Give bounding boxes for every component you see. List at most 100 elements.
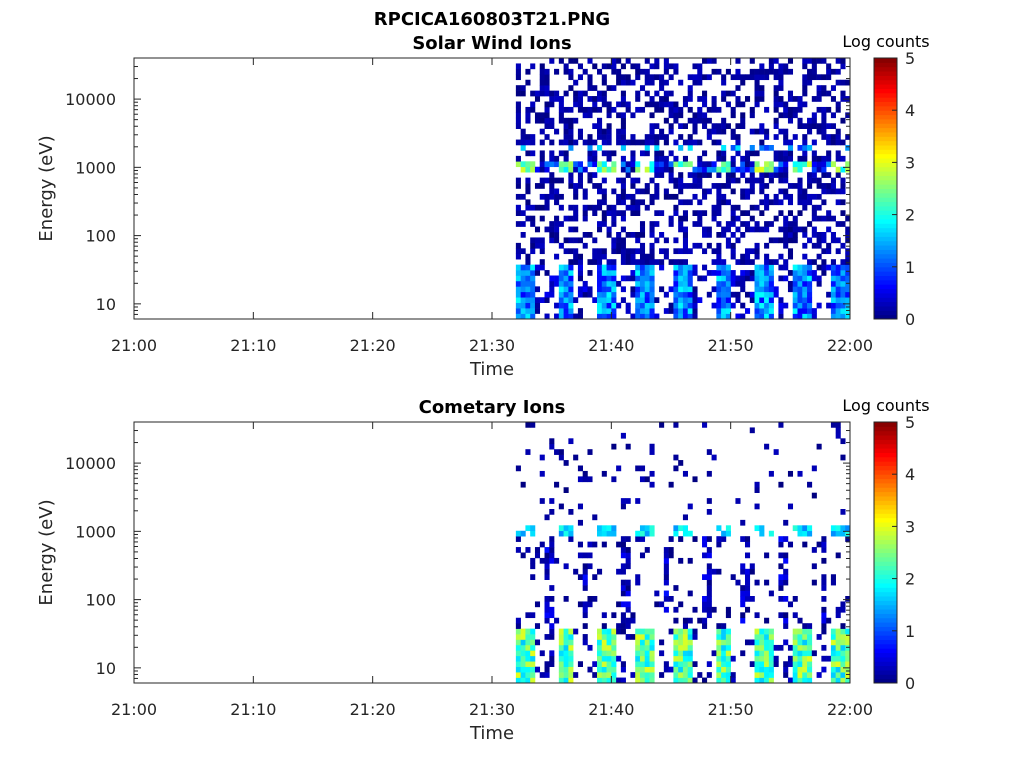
- spectrogram-cell: [539, 672, 545, 678]
- colorbar-segment: [874, 279, 897, 285]
- spectrogram-cell: [816, 90, 822, 97]
- spectrogram-cell: [673, 193, 679, 200]
- colorbar-segment: [874, 526, 897, 532]
- spectrogram-cell: [754, 166, 760, 173]
- spectrogram-cell: [778, 574, 784, 580]
- spectrogram-cell: [649, 286, 655, 293]
- y-tick-label: 10: [96, 295, 116, 314]
- spectrogram-cell: [620, 117, 626, 124]
- spectrogram-cell: [530, 275, 536, 282]
- spectrogram-cell: [630, 79, 636, 86]
- spectrogram-cell: [520, 221, 526, 227]
- spectrogram-cell: [635, 68, 641, 75]
- spectrogram-cell: [530, 264, 536, 271]
- spectrogram-cell: [721, 199, 727, 206]
- spectrogram-cell: [845, 308, 851, 314]
- spectrogram-cell: [563, 525, 569, 532]
- spectrogram-cell: [644, 166, 650, 173]
- spectrogram-cell: [534, 623, 541, 629]
- spectrogram-cell: [807, 117, 813, 124]
- spectrogram-cell: [692, 139, 698, 146]
- spectrogram-cell: [659, 650, 665, 657]
- spectrogram-cell: [802, 226, 808, 233]
- spectrogram-cell: [778, 422, 784, 428]
- spectrogram-cell: [702, 150, 708, 157]
- spectrogram-cell: [601, 215, 607, 222]
- spectrogram-cell: [711, 215, 717, 222]
- spectrogram-cell: [558, 106, 564, 113]
- spectrogram-cell: [577, 541, 583, 548]
- spectrogram-cell: [783, 639, 789, 646]
- spectrogram-cell: [697, 106, 703, 113]
- spectrogram-cell: [577, 286, 583, 293]
- spectrogram-cell: [840, 666, 846, 673]
- spectrogram-cell: [534, 112, 541, 119]
- spectrogram-cell: [678, 123, 684, 129]
- spectrogram-cell: [597, 530, 603, 537]
- spectrogram-cell: [644, 677, 650, 684]
- spectrogram-cell: [673, 634, 679, 640]
- spectrogram-cell: [783, 596, 789, 602]
- spectrogram-cell: [530, 161, 536, 168]
- colorbar-segment: [874, 435, 897, 440]
- spectrogram-cell: [663, 563, 669, 570]
- spectrogram-cell: [620, 199, 626, 206]
- spectrogram-cell: [549, 183, 555, 189]
- spectrogram-cell: [649, 525, 655, 532]
- spectrogram-cell: [592, 63, 598, 70]
- spectrogram-cell: [830, 112, 836, 119]
- spectrogram-cell: [716, 313, 722, 320]
- spectrogram-cell: [630, 291, 636, 298]
- spectrogram-cell: [783, 188, 789, 195]
- spectrogram-cell: [644, 661, 650, 667]
- spectrogram-cell: [725, 264, 731, 271]
- spectrogram-cell: [544, 291, 550, 298]
- spectrogram-cell: [625, 79, 631, 86]
- spectrogram-cell: [620, 297, 626, 303]
- spectrogram-cell: [659, 134, 665, 140]
- spectrogram-cell: [702, 552, 708, 559]
- spectrogram-cell: [802, 313, 808, 320]
- spectrogram-cell: [744, 155, 751, 162]
- spectrogram-cell: [673, 644, 679, 651]
- spectrogram-cell: [792, 677, 798, 684]
- spectrogram-cell: [601, 150, 607, 157]
- spectrogram-cell: [682, 123, 688, 129]
- spectrogram-cell: [716, 536, 722, 542]
- spectrogram-cell: [835, 166, 841, 173]
- colorbar-segment: [874, 223, 897, 229]
- spectrogram-cell: [692, 536, 698, 542]
- spectrogram-cell: [577, 552, 583, 559]
- spectrogram-cell: [582, 585, 588, 591]
- spectrogram-cell: [549, 139, 555, 146]
- spectrogram-cell: [721, 79, 727, 86]
- spectrogram-cell: [744, 150, 751, 157]
- spectrogram-cell: [687, 313, 693, 320]
- spectrogram-cell: [544, 199, 550, 206]
- colorbar-segment: [874, 643, 897, 649]
- spectrogram-cell: [644, 68, 650, 75]
- spectrogram-cell: [563, 128, 569, 135]
- spectrogram-cell: [668, 596, 674, 602]
- spectrogram-cell: [835, 313, 841, 320]
- spectrogram-cell: [558, 166, 564, 173]
- spectrogram-cell: [802, 280, 808, 287]
- spectrogram-cell: [754, 308, 760, 314]
- spectrogram-cell: [563, 639, 569, 646]
- spectrogram-cell: [616, 242, 622, 249]
- spectrogram-cell: [783, 128, 789, 135]
- spectrogram-cell: [792, 525, 798, 532]
- spectrogram-cell: [783, 134, 789, 140]
- spectrogram-cell: [639, 677, 646, 684]
- spectrogram-cell: [515, 68, 521, 75]
- spectrogram-cell: [654, 166, 660, 173]
- spectrogram-cell: [682, 514, 688, 521]
- spectrogram-cell: [830, 302, 836, 309]
- spectrogram-cell: [768, 639, 774, 646]
- colorbar-segment: [874, 314, 897, 320]
- spectrogram-cell: [558, 161, 564, 168]
- spectrogram-cell: [530, 101, 536, 108]
- spectrogram-cell: [606, 655, 612, 662]
- spectrogram-cell: [544, 74, 550, 81]
- spectrogram-cell: [558, 286, 564, 293]
